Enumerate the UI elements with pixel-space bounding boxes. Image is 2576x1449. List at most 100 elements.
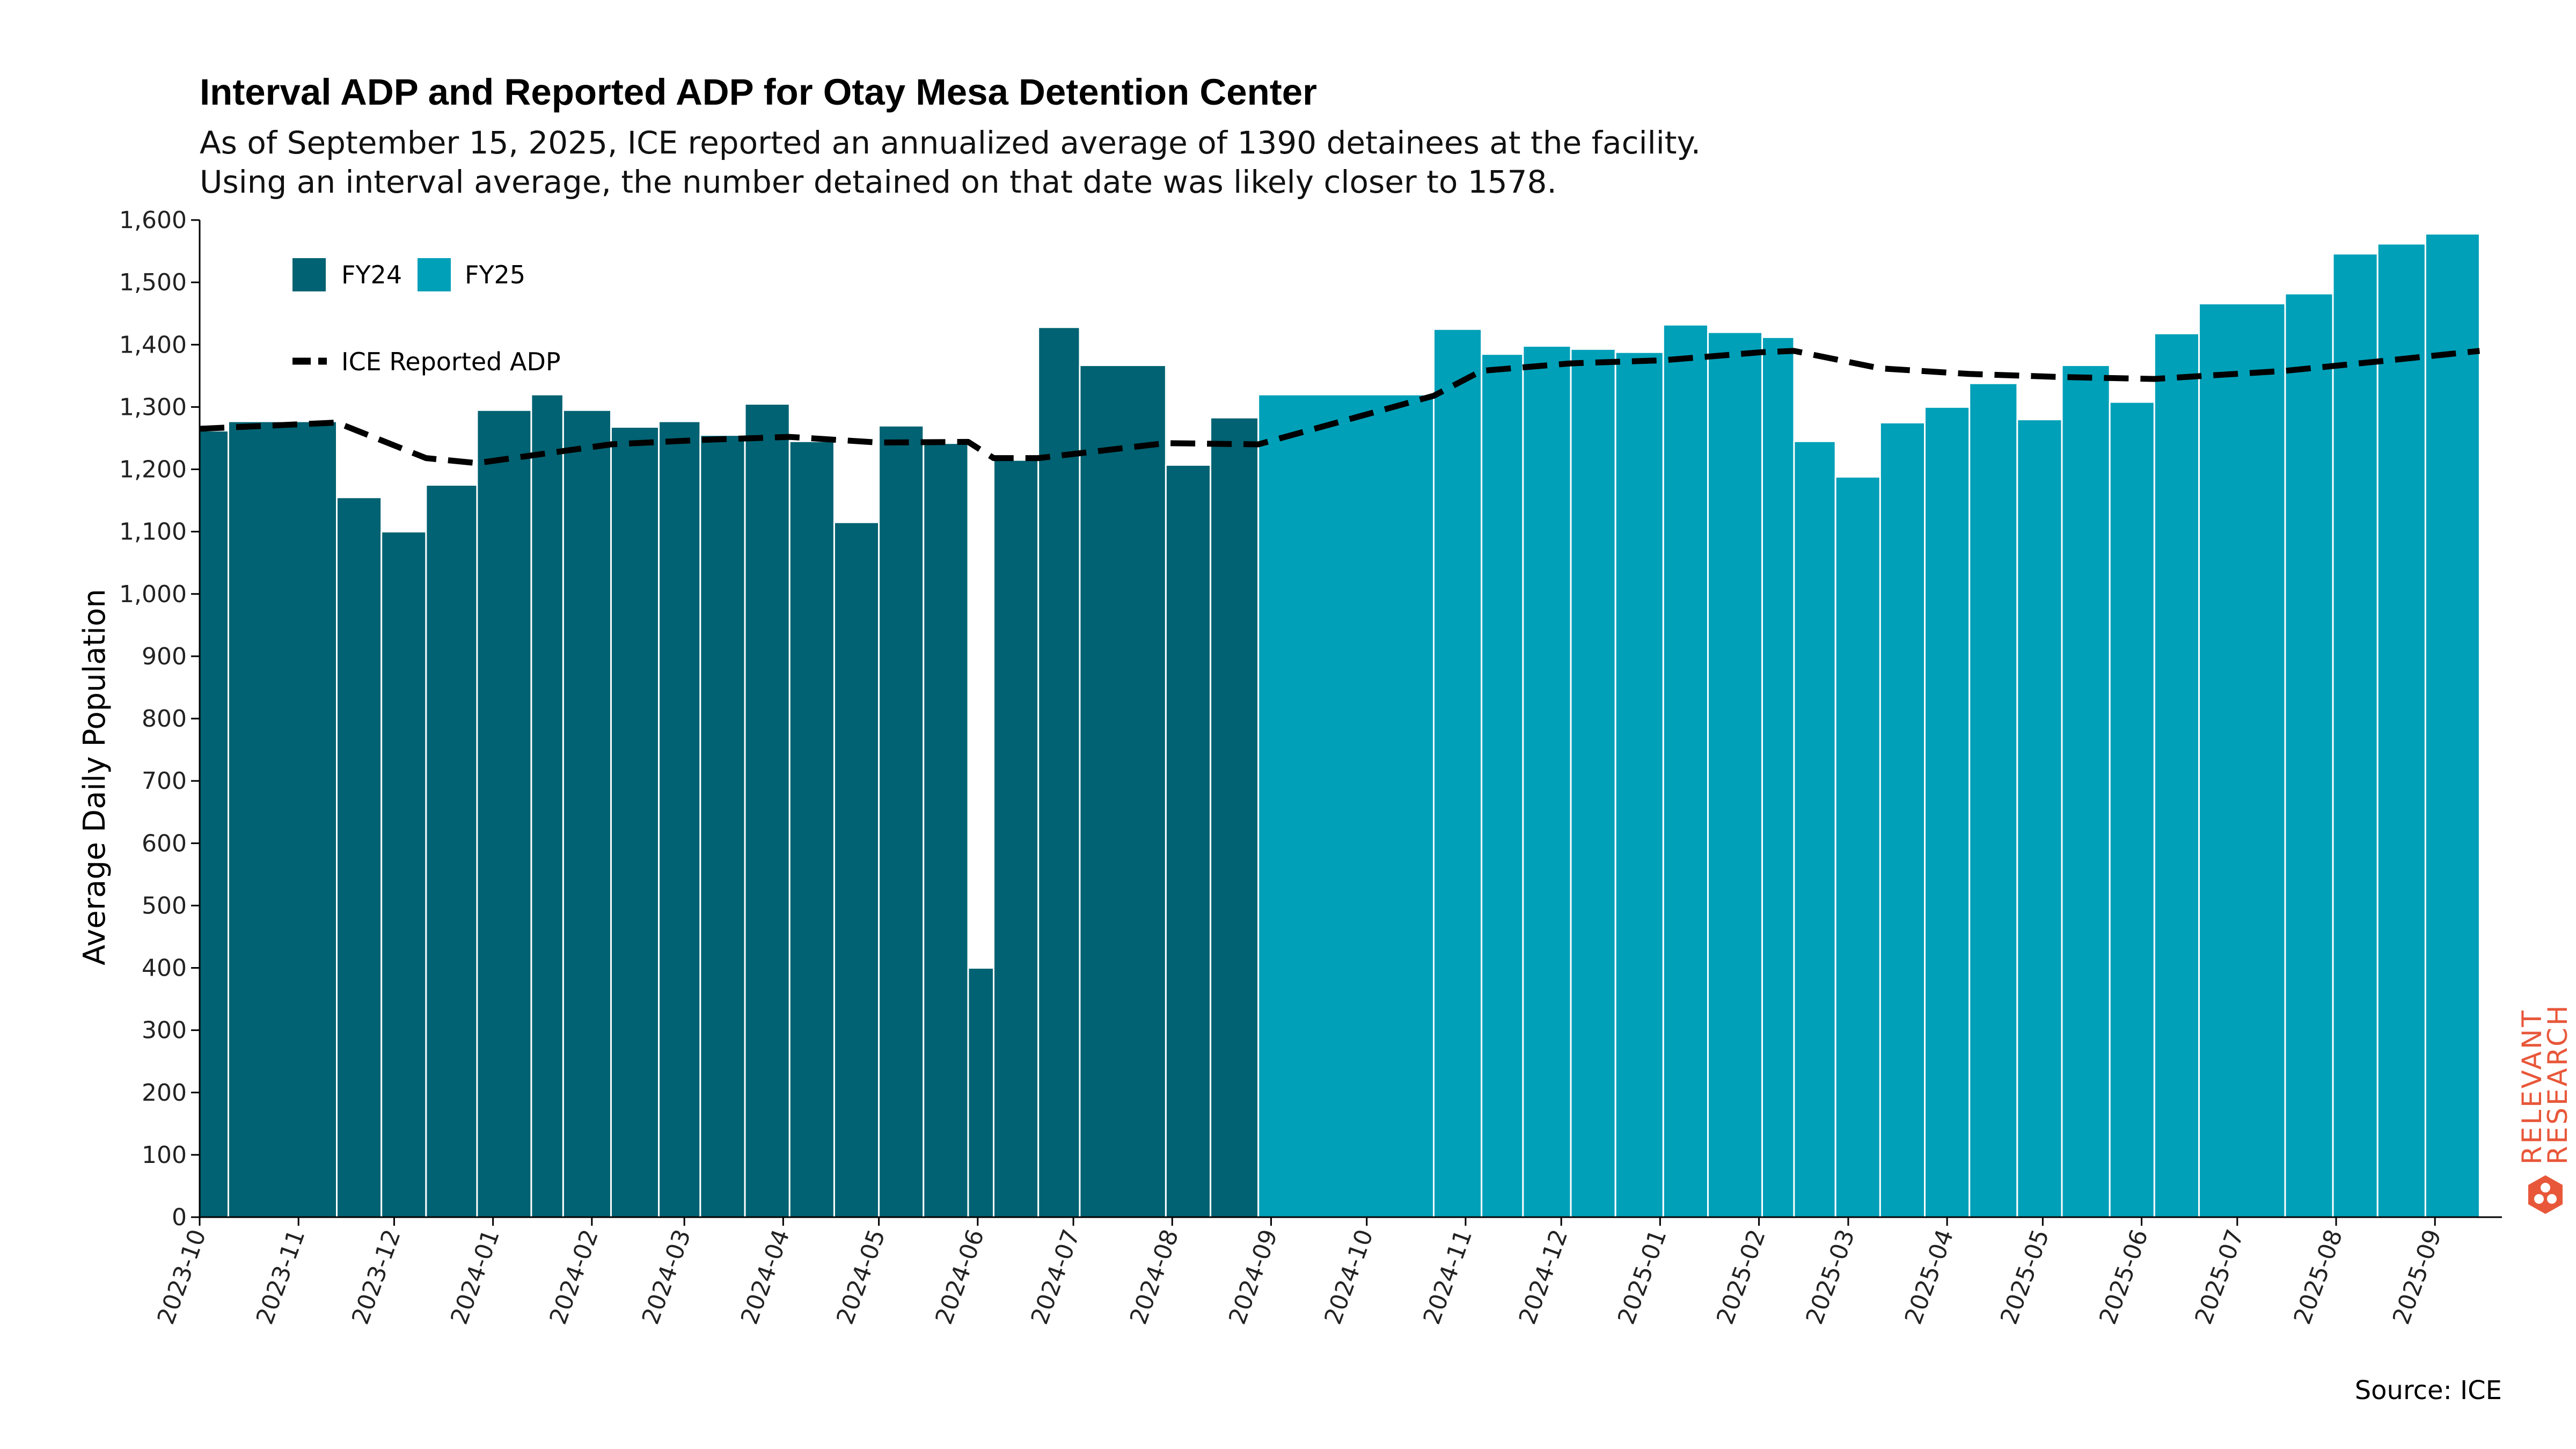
fy24-bar xyxy=(1210,416,1260,1218)
fy25-bar xyxy=(1432,328,1483,1218)
logo-dot-icon xyxy=(2547,1194,2557,1204)
fy24-bar xyxy=(993,459,1040,1218)
reported-adp-line xyxy=(199,348,2480,466)
y-tick-label: 1,400 xyxy=(119,331,187,358)
y-tick-label: 1,100 xyxy=(119,518,187,546)
fy24-bar xyxy=(476,409,532,1218)
y-axis-title: Average Daily Population xyxy=(77,589,112,965)
fy24-bar xyxy=(744,403,791,1218)
fy25-bar xyxy=(1879,421,1926,1218)
x-tick-label: 2024-08 xyxy=(1125,1226,1184,1328)
x-tick-label: 2024-01 xyxy=(445,1226,505,1328)
fy25-bar xyxy=(2198,303,2286,1218)
y-tick-label: 800 xyxy=(142,705,187,733)
y-tick-label: 200 xyxy=(142,1079,187,1107)
fy25-bar xyxy=(1924,406,1971,1218)
fy25-bar xyxy=(1662,324,1709,1218)
fy24-bar xyxy=(610,426,660,1218)
fy24-bar xyxy=(788,440,835,1218)
fy25-bar xyxy=(1481,353,1524,1218)
x-tick-label: 2025-09 xyxy=(2388,1226,2447,1328)
y-tick-label: 400 xyxy=(142,955,187,982)
logo-text-line-2: RESEARCH xyxy=(2542,1003,2573,1165)
fy25-bar xyxy=(2332,253,2379,1218)
x-tick-label: 2025-06 xyxy=(2094,1226,2154,1328)
x-tick-label: 2025-03 xyxy=(1801,1226,1860,1328)
y-tick-label: 1,500 xyxy=(119,269,187,296)
x-tick-label: 2024-05 xyxy=(831,1226,891,1328)
fy24-bar xyxy=(699,434,746,1218)
fy25-bar xyxy=(1570,348,1616,1218)
y-tick-label: 1,200 xyxy=(119,456,187,484)
x-tick-label: 2024-09 xyxy=(1224,1226,1283,1328)
fy25-bar xyxy=(1614,351,1664,1218)
fy25-bar xyxy=(2109,401,2155,1218)
logo-hexagon-icon xyxy=(2528,1175,2563,1214)
fy24-bar xyxy=(1165,464,1212,1218)
fy24-bar xyxy=(1079,364,1167,1218)
source-note: Source: ICE xyxy=(2354,1375,2502,1406)
x-tick-label: 2025-08 xyxy=(2289,1226,2348,1328)
x-tick-label: 2024-11 xyxy=(1418,1226,1477,1328)
fy25-bar xyxy=(2424,233,2480,1218)
legend-fy25-swatch xyxy=(418,258,451,291)
fy25-bar xyxy=(2376,243,2426,1218)
fy24-bar xyxy=(878,425,925,1218)
x-tick-label: 2024-03 xyxy=(637,1226,697,1328)
fy24-bar xyxy=(530,393,564,1218)
fy25-bar xyxy=(2016,419,2063,1218)
x-tick-label: 2024-07 xyxy=(1026,1226,1086,1328)
x-tick-label: 2025-04 xyxy=(1900,1226,1959,1328)
legend-fy24-label: FY24 xyxy=(341,260,402,289)
y-tick-label: 1,300 xyxy=(119,393,187,421)
legend-fy24-swatch xyxy=(292,258,326,291)
x-tick-label: 2025-02 xyxy=(1711,1226,1771,1328)
y-tick-label: 500 xyxy=(142,892,187,919)
chart-subtitle-line-2: Using an interval average, the number de… xyxy=(200,164,1557,200)
y-tick-label: 700 xyxy=(142,767,187,795)
fy24-bar xyxy=(923,442,969,1218)
fy24-bars xyxy=(199,326,1260,1218)
x-tick-label: 2023-11 xyxy=(251,1226,311,1328)
fy25-bar xyxy=(2061,364,2111,1218)
x-tick-label: 2024-12 xyxy=(1514,1226,1574,1328)
fy25-bar xyxy=(1834,475,1881,1218)
fy24-bar xyxy=(833,521,880,1218)
x-tick-label: 2024-02 xyxy=(544,1226,604,1328)
y-tick-label: 100 xyxy=(142,1141,187,1169)
fy25-bar xyxy=(1793,440,1836,1218)
y-tick-label: 900 xyxy=(142,643,187,670)
legend-reported-adp-label: ICE Reported ADP xyxy=(341,347,561,376)
chart-subtitle-line-1: As of September 15, 2025, ICE reported a… xyxy=(200,125,1701,161)
fy25-bar xyxy=(1522,345,1572,1218)
x-tick-label: 2023-12 xyxy=(347,1226,406,1328)
x-axis: 2023-10 2023-11 2023-12 2024-01 2024-02 2024-… xyxy=(152,1216,2502,1328)
y-tick-label: 300 xyxy=(142,1017,187,1044)
fy24-bar xyxy=(1037,326,1081,1218)
fy24-bar xyxy=(380,531,427,1218)
x-tick-label: 2024-10 xyxy=(1319,1226,1379,1328)
fy24-bar xyxy=(658,420,701,1218)
fy24-bar xyxy=(227,420,338,1218)
legend: FY24 FY25 ICE Reported ADP xyxy=(292,258,561,376)
fy24-bar xyxy=(199,430,229,1218)
chart-title: Interval ADP and Reported ADP for Otay M… xyxy=(200,71,1317,113)
x-tick-label: 2025-05 xyxy=(1995,1226,2055,1328)
logo-dot-icon xyxy=(2534,1194,2544,1204)
fy25-bar xyxy=(2153,332,2200,1218)
legend-fy25-label: FY25 xyxy=(465,260,525,289)
y-tick-label: 1,000 xyxy=(119,581,187,608)
fy24-bar xyxy=(967,967,995,1218)
fy24-bar xyxy=(335,496,383,1218)
logo-dot-icon xyxy=(2541,1183,2550,1192)
x-tick-label: 2025-07 xyxy=(2190,1226,2249,1328)
y-tick-label: 1,600 xyxy=(119,207,187,234)
fy25-bar xyxy=(1761,336,1795,1218)
fy24-bar xyxy=(562,409,612,1218)
x-tick-label: 2024-06 xyxy=(930,1226,990,1328)
y-tick-label: 600 xyxy=(142,830,187,857)
fy24-bar xyxy=(425,484,478,1218)
x-tick-label: 2025-01 xyxy=(1613,1226,1672,1328)
logo-text-line-1: RELEVANT xyxy=(2516,1008,2548,1165)
